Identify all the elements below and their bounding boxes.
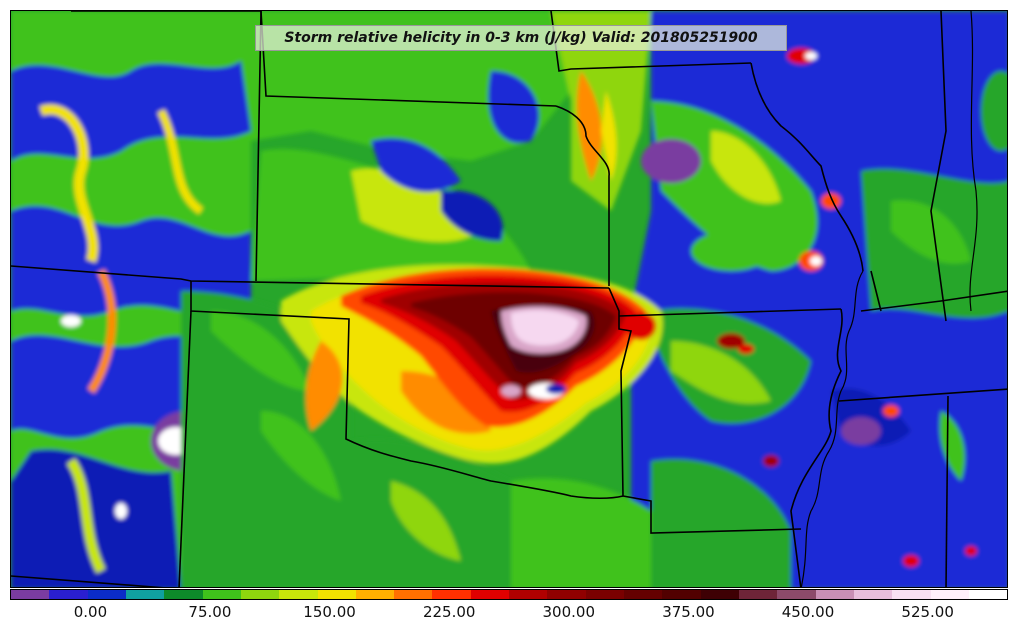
colorbar-segment [49,590,88,599]
colorbar-segment [394,590,433,599]
colorbar-segment [355,590,395,599]
helicity-field [11,11,1007,587]
colorbar-segment [662,590,701,599]
colorbar-segment [892,590,931,599]
colorbar [10,589,1008,600]
colorbar-segment [738,590,778,599]
colorbar-tick-label: 375.00 [662,603,715,621]
colorbar-segment [279,590,318,599]
colorbar-tick-label: 150.00 [303,603,356,621]
colorbar-segment [11,590,50,599]
colorbar-segment [968,590,1008,599]
river-boundary [800,11,978,587]
colorbar-segment [700,590,739,599]
map-canvas [11,11,1007,587]
colorbar-segment [432,590,471,599]
colorbar-segment [930,590,969,599]
helicity-map: Storm relative helicity in 0-3 km (J/kg)… [10,10,1008,588]
colorbar-segment [240,590,280,599]
colorbar-segment [470,590,510,599]
colorbar-tick-label: 300.00 [542,603,596,621]
colorbar-segment [202,590,241,599]
colorbar-segment [164,590,203,599]
colorbar-segment [853,590,893,599]
colorbar-tick-label: 450.00 [781,603,835,621]
colorbar-tick-labels: 0.00 75.00 150.00 225.00 300.00 375.00 450.00 5… [10,600,1008,628]
colorbar-segment [509,590,548,599]
map-title: Storm relative helicity in 0-3 km (J/kg)… [255,25,787,51]
colorbar-segment [87,590,126,599]
colorbar-segment [624,590,663,599]
colorbar-segment [585,590,624,599]
colorbar-segment [777,590,816,599]
colorbar-tick-label: 225.00 [422,603,476,621]
colorbar-segment [125,590,165,599]
colorbar-tick-label: 0.00 [73,603,108,621]
colorbar-tick-label: 525.00 [901,603,954,621]
colorbar-segment [815,590,854,599]
colorbar-segment [317,590,356,599]
colorbar-tick-label: 75.00 [188,603,232,621]
colorbar-segment [547,590,586,599]
